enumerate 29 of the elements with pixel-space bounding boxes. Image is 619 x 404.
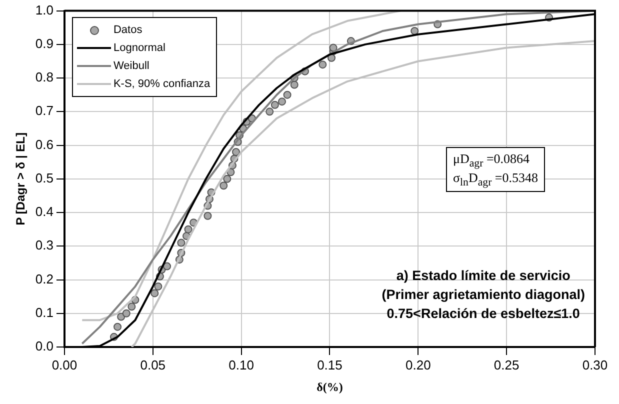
y-tick-label: 0.6 (35, 136, 54, 152)
legend-label: Weibull (113, 60, 150, 72)
x-tick-label: 0.10 (228, 357, 254, 372)
x-tick-label: 0.30 (582, 357, 608, 372)
legend-label: K-S, 90% confianza (113, 78, 210, 90)
y-tick-label: 0.9 (35, 36, 54, 51)
y-axis-title: P [Dagr > δ | EL] (14, 132, 28, 226)
x-tick-label: 0.05 (140, 357, 166, 372)
y-tick-label: 0.2 (35, 271, 54, 286)
annotation: σ$_{ln}$D$_{agr}$ =0.5348 (453, 170, 538, 188)
y-tick-label: 0.7 (35, 103, 54, 118)
y-tick-label: 0.0 (35, 338, 54, 354)
x-tick-label: 0.20 (406, 357, 431, 372)
x-tick-label: 0.00 (52, 357, 78, 372)
legend-label: Datos (113, 24, 142, 36)
y-tick-label: 0.4 (35, 204, 54, 220)
y-tick-label: 0.1 (35, 304, 54, 320)
y-tick-label: 1.0 (35, 2, 54, 18)
annotation: (Primer agrietamiento diagonal) (382, 286, 585, 304)
annotation: 0.75<Relación de esbeltez≤1.0 (386, 305, 581, 323)
x-tick-label: 0.25 (494, 357, 520, 372)
annotation: μD$_{agr}$ =0.0864 (453, 151, 531, 170)
y-tick-label: 0.3 (35, 238, 54, 253)
legend-label: Lognormal (113, 42, 166, 54)
x-axis-title: δ(%) (316, 380, 343, 394)
y-tick-label: 0.8 (35, 70, 54, 85)
y-tick-label: 0.5 (35, 170, 54, 186)
annotation: a) Estado límite de servicio (395, 267, 572, 285)
x-tick-label: 0.15 (317, 357, 342, 372)
